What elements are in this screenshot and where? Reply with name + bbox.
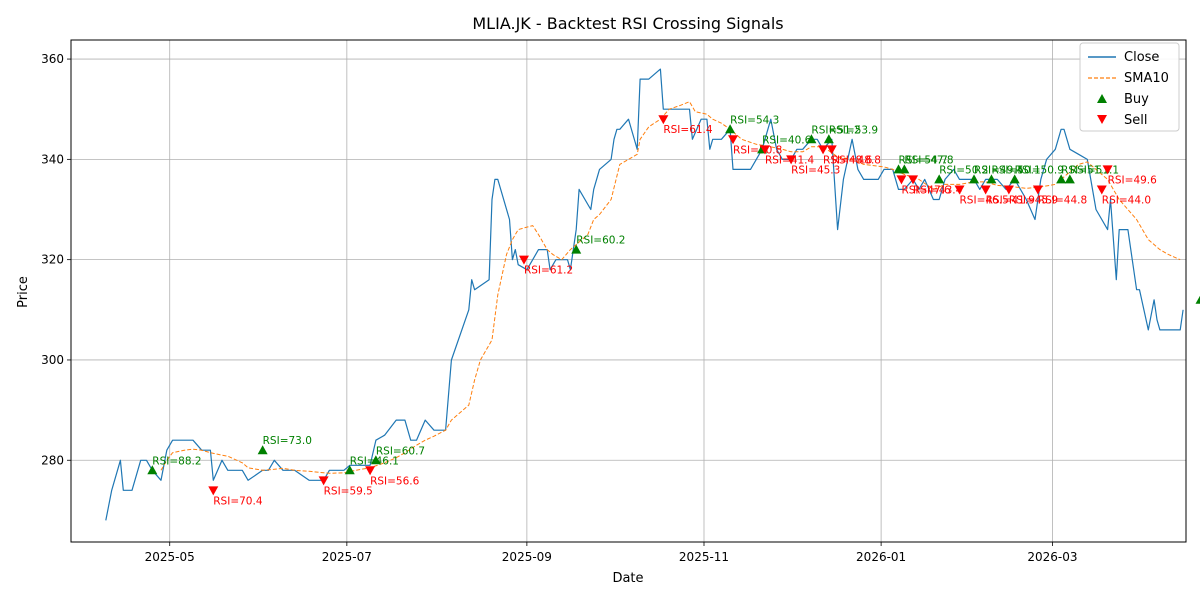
ticks-layer: 280 300 320 340 360 2025-05 2025-07 2025-09 2025… xyxy=(41,52,1077,564)
buy-marker xyxy=(725,124,736,134)
legend-close-label: Close xyxy=(1124,50,1159,65)
buy-rsi-label: RSI=54.7 xyxy=(899,154,948,166)
y-tick-label: 360 xyxy=(41,52,64,66)
sell-rsi-label: RSI=41.9 xyxy=(986,194,1035,206)
sell-marker xyxy=(826,145,837,155)
y-tick-label: 300 xyxy=(41,353,64,367)
buy-rsi-label: RSI=54.3 xyxy=(730,114,779,126)
buy-rsi-label: RSI=60.2 xyxy=(576,235,625,247)
buy-rsi-label: RSI=73.0 xyxy=(263,435,312,447)
sell-marker xyxy=(908,175,919,185)
sell-marker xyxy=(786,155,797,165)
buy-marker xyxy=(986,174,997,184)
sell-rsi-label: RSI=48.8 xyxy=(832,154,881,166)
x-tick-label: 2025-11 xyxy=(679,550,729,564)
buy-rsi-label: RSI=50.1 xyxy=(991,164,1040,176)
buy-marker xyxy=(571,244,582,254)
buy-rsi-label: RSI=53.9 xyxy=(829,124,878,136)
sell-marker xyxy=(365,466,376,476)
sell-marker xyxy=(1096,185,1107,195)
x-axis-label: Date xyxy=(612,571,643,586)
sell-marker xyxy=(658,115,669,125)
buy-rsi-label: RSI=60.7 xyxy=(376,445,425,457)
sell-rsi-label: RSI=50.8 xyxy=(733,144,782,156)
x-tick-label: 2026-03 xyxy=(1027,550,1077,564)
sell-marker xyxy=(818,145,829,155)
sell-rsi-label: RSI=56.6 xyxy=(370,475,420,487)
sell-rsi-label: RSI=59.5 xyxy=(324,485,373,497)
sell-marker xyxy=(1102,165,1113,175)
sell-marker xyxy=(1032,185,1043,195)
sell-rsi-label: RSI=48.6 xyxy=(823,154,873,166)
x-tick-label: 2025-07 xyxy=(322,550,372,564)
sell-marker xyxy=(1003,185,1014,195)
buy-rsi-label: RSI=40.6 xyxy=(762,134,812,146)
sell-rsi-label: RSI=43.4 xyxy=(913,184,963,196)
y-axis-label: Price xyxy=(16,276,31,308)
buy-marker xyxy=(823,134,834,144)
sell-rsi-label: RSI=61.4 xyxy=(663,124,713,136)
series-layer xyxy=(105,68,1184,521)
legend-sma-label: SMA10 xyxy=(1124,71,1169,86)
close-price-line xyxy=(105,68,1184,521)
buy-marker xyxy=(370,455,381,465)
sell-rsi-label: RSI=70.4 xyxy=(213,495,263,507)
buy-marker xyxy=(1009,174,1020,184)
plot-frame xyxy=(70,39,1187,543)
sell-rsi-label: RSI=47.6 xyxy=(901,184,951,196)
sell-rsi-label: RSI=44.0 xyxy=(1102,194,1151,206)
x-tick-label: 2025-05 xyxy=(145,550,195,564)
chart-title: MLIA.JK - Backtest RSI Crossing Signals xyxy=(472,14,783,33)
buy-marker xyxy=(806,134,817,144)
buy-rsi-label: RSI=49.4 xyxy=(974,164,1024,176)
legend-sell-label: Sell xyxy=(1124,113,1147,128)
buy-rsi-label: RSI=51.3 xyxy=(1061,164,1110,176)
buy-marker xyxy=(147,465,158,475)
sell-marker xyxy=(759,145,770,155)
sell-rsi-label: RSI=61.2 xyxy=(524,265,573,277)
sell-rsi-label: RSI=45.9 xyxy=(1009,194,1058,206)
buy-marker xyxy=(257,445,268,455)
sell-marker xyxy=(318,476,329,486)
sell-marker xyxy=(208,486,219,496)
legend-sell-swatch xyxy=(1097,115,1107,124)
buy-rsi-label: RSI=47.8 xyxy=(904,154,953,166)
buy-marker xyxy=(934,174,945,184)
legend: Close SMA10 Buy Sell xyxy=(1079,42,1180,132)
x-tick-label: 2025-09 xyxy=(502,550,552,564)
sell-rsi-label: RSI=45.3 xyxy=(791,164,840,176)
buy-marker xyxy=(1056,174,1067,184)
buy-rsi-label: RSI=50.9 xyxy=(1015,164,1064,176)
buy-marker xyxy=(344,465,355,475)
buy-marker xyxy=(1195,295,1200,304)
buy-marker xyxy=(969,174,980,184)
x-tick-label: 2026-01 xyxy=(856,550,906,564)
grid-layer xyxy=(71,40,1186,542)
buy-rsi-label: RSI=50.2 xyxy=(939,164,988,176)
signals-layer: RSI=88.2RSI=70.4RSI=73.0RSI=59.5RSI=46.1… xyxy=(147,114,1200,507)
sell-marker xyxy=(518,255,529,265)
buy-rsi-label: RSI=51.2 xyxy=(811,124,860,136)
buy-marker xyxy=(899,164,910,174)
y-tick-label: 320 xyxy=(41,253,64,267)
sell-marker xyxy=(980,185,991,195)
sell-rsi-label: RSI=46.5 xyxy=(960,194,1009,206)
buy-marker xyxy=(1064,174,1075,184)
y-tick-label: 340 xyxy=(41,152,64,166)
legend-buy-label: Buy xyxy=(1124,92,1149,107)
buy-rsi-label: RSI=88.2 xyxy=(152,455,201,467)
sell-marker xyxy=(728,135,739,145)
legend-buy-swatch xyxy=(1097,94,1107,103)
legend-box xyxy=(1079,42,1180,132)
y-tick-label: 280 xyxy=(41,453,64,467)
sell-marker xyxy=(954,185,965,195)
sell-rsi-label: RSI=49.6 xyxy=(1108,174,1158,186)
sma10-line xyxy=(160,101,1181,474)
sell-marker xyxy=(896,175,907,185)
sell-rsi-label: RSI=44.8 xyxy=(1038,194,1087,206)
